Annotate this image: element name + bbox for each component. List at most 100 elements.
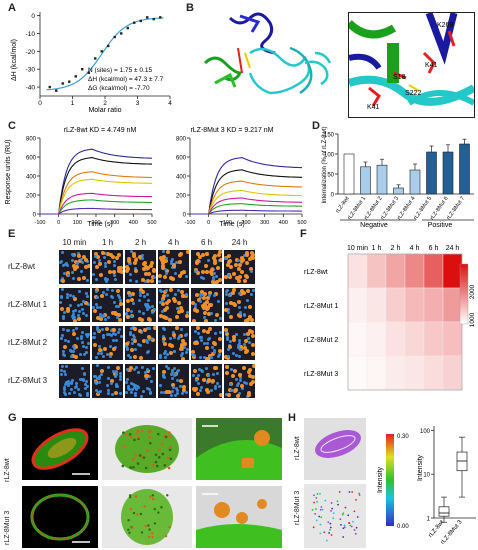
panel-f-time-label: 4 h: [410, 245, 420, 252]
panel-d-ytick: 0: [331, 193, 335, 199]
box-ytick: 100: [420, 429, 431, 435]
panel-e-micrograph: [125, 364, 156, 398]
panel-c-xtick: 200: [241, 220, 250, 226]
panel-f-heat-cell: [404, 287, 425, 323]
panel-a-data-point: [120, 32, 123, 35]
panel-c-xtick: 400: [279, 220, 288, 226]
panel-a-xtick: 2: [103, 100, 107, 107]
panel-f-heat-cell: [366, 253, 387, 289]
panel-c-ytick: 400: [176, 175, 187, 181]
panel-e-micrograph: [224, 288, 255, 322]
panel-f-heat-cell: [385, 321, 406, 357]
panel-a-data-point: [55, 89, 58, 92]
panel-g-row-label-mut3: rLZ-8Mut 3: [4, 510, 11, 545]
box-ytick: 10: [423, 473, 430, 479]
panel-c-spr-plots: Response units (RU) rLZ-8wt KD = 4.749 n…: [5, 127, 307, 228]
panel-c-sensorgram-line: [40, 207, 152, 215]
panel-c-xtick: 300: [110, 220, 119, 226]
group-negative-label: Negative: [360, 222, 388, 229]
panel-c-sensorgram-line: [190, 169, 302, 215]
panel-a-ytick: 0: [31, 13, 35, 20]
panel-a-data-point: [107, 44, 110, 48]
panel-c-ytick: 200: [26, 194, 37, 200]
panel-a-data-point: [159, 16, 162, 19]
protein-ribbon-cyan: [248, 46, 332, 95]
panel-c-ytick: 0: [183, 213, 187, 219]
panel-e-micrograph: [191, 364, 222, 398]
panel-e-time-label: 24 h: [231, 238, 248, 247]
panel-c-xtick: -100: [184, 220, 195, 226]
panel-c-ylabel: Response units (RU): [5, 140, 12, 205]
panel-d-bar: [426, 151, 437, 195]
panel-e-micrograph: [92, 326, 123, 360]
panel-c-ytick: 400: [26, 175, 37, 181]
panel-d-bar: [343, 153, 355, 195]
panel-c-xtick: 100: [223, 220, 232, 226]
panel-a-data-point: [81, 67, 84, 71]
panel-e-micrograph: [158, 364, 189, 398]
colorbar-tick-max: 0.30: [397, 434, 409, 440]
panel-a-itc-plot: ΔH (kcal/mol) 0 -10 -20 -30 -40 0 1 2 3 4 N (site…: [11, 12, 172, 114]
panel-e-microscopy-grid: 10 min 1 h 2 h 4 h 6 h 24 h rLZ-8wt rLZ-8Mut 1 r…: [0, 228, 300, 408]
panel-d-ytick: 50: [327, 173, 334, 179]
residue-s18: S18: [393, 74, 406, 81]
panel-d-ylabel: Internalization (% of rLZ-8wt): [322, 126, 328, 203]
panel-c-ytick: 0: [33, 213, 37, 219]
panel-c-sensorgram-line: [190, 209, 302, 215]
panel-f-time-label: 24 h: [446, 245, 460, 252]
panel-label-d: D: [312, 120, 320, 132]
group-positive-label: Positive: [428, 222, 453, 229]
panel-f-heatmap: 10 min 1 h 2 h 4 h 6 h 24 h rLZ-8wt rLZ-8Mut 1 r…: [304, 245, 476, 391]
panel-e-time-label: 6 h: [200, 238, 213, 247]
protein-ribbon-green: [203, 56, 243, 88]
panel-a-data-point: [61, 82, 64, 85]
panel-e-row-label: rLZ-8Mut 2: [8, 338, 48, 347]
panel-f-time-label: 6 h: [429, 245, 439, 252]
panel-label-e: E: [8, 228, 16, 240]
panel-a-data-point: [152, 17, 155, 21]
panel-f-heat-cell: [385, 287, 406, 323]
panel-c-sensorgram-line: [190, 203, 302, 215]
panel-a-xtick: 3: [136, 100, 140, 107]
panel-c-left-xlabel: Time (s): [87, 221, 112, 228]
panel-label-g: G: [8, 412, 17, 424]
panel-c-xtick: 200: [91, 220, 100, 226]
panel-c-sensorgram-line: [40, 192, 153, 215]
panel-c-xtick: 400: [129, 220, 138, 226]
panel-e-micrograph: [224, 326, 255, 360]
panel-f-heat-cell: [385, 253, 406, 289]
panel-f-colorbar: [459, 263, 469, 325]
panel-c-sensorgram-line: [40, 171, 152, 215]
panel-e-micrograph: [191, 250, 222, 284]
panel-f-heat-cell: [347, 321, 368, 357]
panel-e-row-label: rLZ-8Mut 1: [8, 300, 48, 309]
panel-c-xtick: 500: [147, 220, 156, 226]
panel-b-protein-structure: [203, 12, 332, 95]
panel-d-bar: [442, 151, 454, 195]
panel-a-stat-3: ΔG (kcal/mol) = -7.70: [88, 85, 150, 92]
panel-a-data-point: [94, 57, 97, 60]
panel-d-category-label: rLZ-8wt: [335, 195, 351, 214]
panel-c-sensorgram-line: [40, 199, 152, 215]
panel-a-ylabel: ΔH (kcal/mol): [11, 39, 18, 81]
panel-e-micrograph: [59, 326, 90, 360]
panel-c-sensorgram-line: [190, 180, 303, 215]
panel-c-ytick: 800: [176, 137, 187, 143]
panel-h-row-label-mut3: rLZ-8Mut 3: [294, 490, 301, 525]
residue-k41-bottom: K41: [367, 104, 380, 111]
panel-a-data-point: [48, 85, 51, 89]
panel-f-heat-cell: [404, 321, 425, 357]
panel-e-micrograph: [191, 288, 222, 322]
panel-f-heat-cell: [404, 355, 425, 391]
box-ylabel: Intensity: [417, 454, 424, 481]
panel-e-micrograph: [224, 250, 255, 284]
panel-a-ytick: -20: [26, 49, 36, 56]
panel-a-data-point: [113, 35, 116, 39]
panel-e-micrograph: [92, 364, 123, 398]
panel-label-c: C: [8, 120, 16, 132]
panel-d-bar-chart: Internalization (% of rLZ-8wt) 150 100 50 0…: [322, 126, 474, 229]
panel-c-xtick: 0: [207, 220, 210, 226]
panel-d-bar: [360, 166, 371, 195]
panel-f-scale-max: 2000: [469, 284, 476, 299]
panel-a-xtick: 4: [168, 100, 172, 107]
